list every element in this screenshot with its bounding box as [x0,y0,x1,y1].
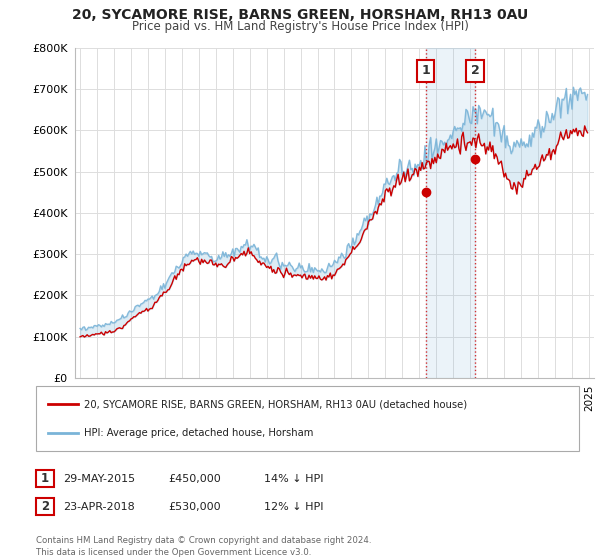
Text: HPI: Average price, detached house, Horsham: HPI: Average price, detached house, Hors… [84,428,313,438]
Bar [425,48,475,378]
Text: Contains HM Land Registry data © Crown copyright and database right 2024.
This d: Contains HM Land Registry data © Crown c… [36,536,371,557]
Text: 1: 1 [41,472,49,486]
Text: 29-MAY-2015: 29-MAY-2015 [63,474,135,484]
Text: 20, SYCAMORE RISE, BARNS GREEN, HORSHAM, RH13 0AU (detached house): 20, SYCAMORE RISE, BARNS GREEN, HORSHAM,… [84,399,467,409]
Text: £450,000: £450,000 [168,474,221,484]
Text: 23-APR-2018: 23-APR-2018 [63,502,135,512]
Text: Price paid vs. HM Land Registry's House Price Index (HPI): Price paid vs. HM Land Registry's House … [131,20,469,32]
Text: 1: 1 [421,64,430,77]
Text: 2: 2 [471,64,479,77]
Text: 2: 2 [41,500,49,514]
Text: 20, SYCAMORE RISE, BARNS GREEN, HORSHAM, RH13 0AU: 20, SYCAMORE RISE, BARNS GREEN, HORSHAM,… [72,8,528,22]
Text: 14% ↓ HPI: 14% ↓ HPI [264,474,323,484]
Text: 12% ↓ HPI: 12% ↓ HPI [264,502,323,512]
Text: £530,000: £530,000 [168,502,221,512]
